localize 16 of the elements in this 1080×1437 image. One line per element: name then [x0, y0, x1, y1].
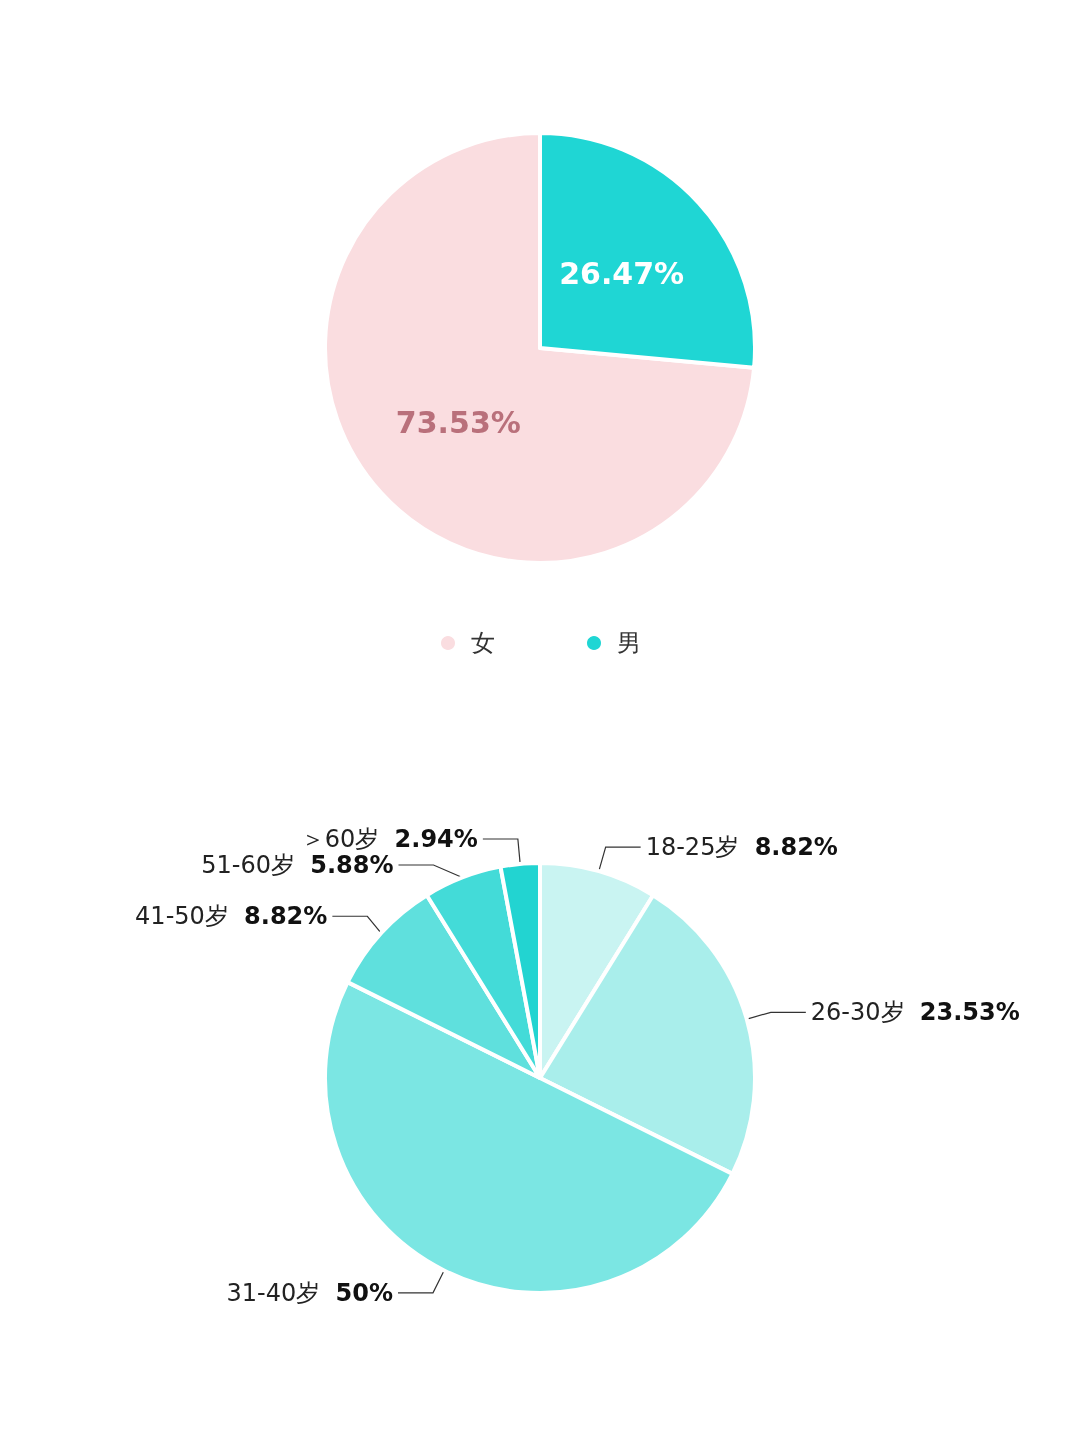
slice-label: 31-40岁: [226, 1278, 321, 1307]
legend-label: 女: [471, 629, 495, 657]
slice-label: 51-60岁: [201, 851, 295, 880]
data-label: 8.82%: [754, 833, 838, 862]
slice-label: 18-25岁: [645, 833, 740, 862]
data-label: 2.94%: [394, 825, 478, 854]
slice-label: ＞60岁: [300, 825, 380, 854]
data-label: 23.53%: [919, 998, 1020, 1027]
data-label: 50%: [335, 1278, 393, 1307]
legend-label: 男: [617, 629, 641, 657]
slice-label: 26-30岁: [810, 998, 905, 1027]
data-label: 73.53%: [395, 404, 521, 440]
data-label: 26.47%: [559, 256, 685, 292]
data-label: 8.82%: [244, 902, 328, 931]
data-label: 5.88%: [310, 851, 394, 880]
slice-label: 41-50岁: [135, 902, 229, 931]
